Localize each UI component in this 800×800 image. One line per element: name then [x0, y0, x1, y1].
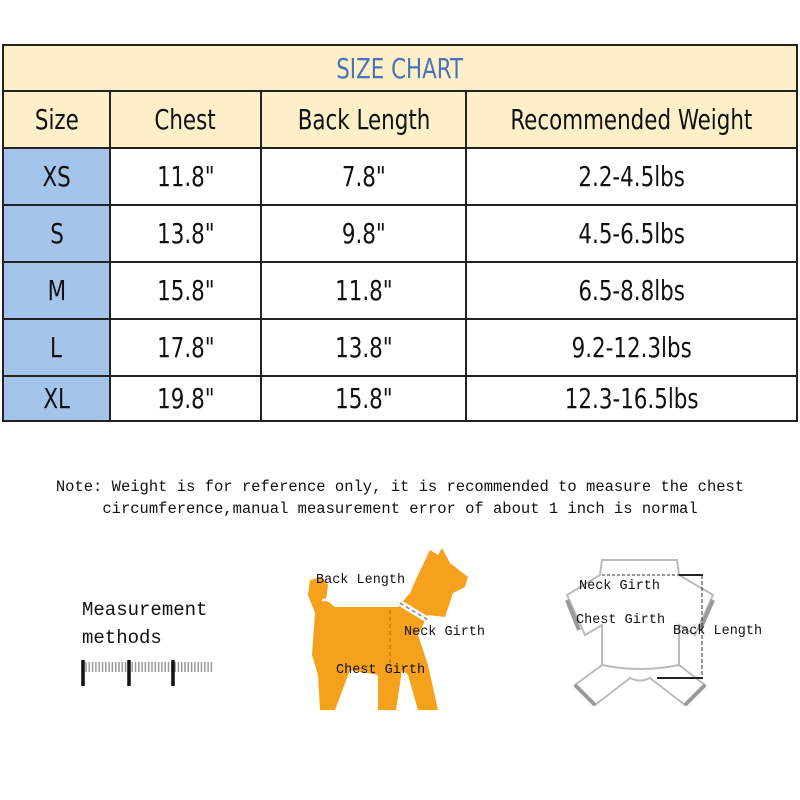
table-row: XS 11.8" 7.8" 2.2-4.5lbs: [2, 147, 798, 206]
garment-neck-girth-label: Neck Girth: [579, 579, 661, 594]
measurement-line-2: methods: [82, 627, 162, 649]
header-chest: Chest: [109, 90, 262, 149]
measurement-line-1: Measurement: [82, 599, 208, 621]
cell-back-length: 15.8": [260, 375, 467, 422]
cell-size: S: [2, 204, 111, 263]
cell-back-length: 13.8": [260, 318, 467, 377]
cell-size: M: [2, 261, 111, 320]
cell-weight: 6.5-8.8lbs: [465, 261, 798, 320]
size-chart-title: SIZE CHART: [2, 44, 798, 92]
table-row: M 15.8" 11.8" 6.5-8.8lbs: [2, 261, 798, 320]
garment-back-length-label: Back Length: [673, 624, 763, 639]
cell-weight: 9.2-12.3lbs: [465, 318, 798, 377]
cell-back-length: 9.8": [260, 204, 467, 263]
cell-weight: 12.3-16.5lbs: [465, 375, 798, 422]
note-text: Note: Weight is for reference only, it i…: [0, 476, 800, 520]
cell-size: XL: [2, 375, 111, 422]
cell-size: XS: [2, 147, 111, 206]
measurement-methods-label: Measurement methods: [82, 596, 207, 652]
cell-chest: 17.8": [109, 318, 262, 377]
garment-chest-girth-label: Chest Girth: [576, 613, 666, 628]
cell-chest: 15.8": [109, 261, 262, 320]
header-weight: Recommended Weight: [465, 90, 798, 149]
dog-illustration: [308, 548, 468, 710]
dog-neck-girth-label: Neck Girth: [404, 625, 486, 640]
note-line-2: circumference,manual measurement error o…: [102, 500, 698, 518]
table-row: XL 19.8" 15.8" 12.3-16.5lbs: [2, 375, 798, 422]
cell-chest: 11.8": [109, 147, 262, 206]
ruler-icon: [81, 660, 213, 686]
cell-back-length: 7.8": [260, 147, 467, 206]
dog-back-length-label: Back Length: [316, 573, 406, 588]
header-back-length: Back Length: [260, 90, 467, 149]
cell-weight: 4.5-6.5lbs: [465, 204, 798, 263]
cell-weight: 2.2-4.5lbs: [465, 147, 798, 206]
cell-size: L: [2, 318, 111, 377]
header-row: Size Chest Back Length Recommended Weigh…: [2, 90, 798, 149]
size-chart-table: SIZE CHART Size Chest Back Length Recomm…: [2, 44, 798, 422]
cell-back-length: 11.8": [260, 261, 467, 320]
garment-illustration: [565, 559, 715, 707]
note-line-1: Note: Weight is for reference only, it i…: [55, 478, 745, 496]
cell-chest: 19.8": [109, 375, 262, 422]
table-row: L 17.8" 13.8" 9.2-12.3lbs: [2, 318, 798, 377]
header-size: Size: [2, 90, 111, 149]
cell-chest: 13.8": [109, 204, 262, 263]
dog-chest-girth-label: Chest Girth: [336, 663, 426, 678]
table-row: S 13.8" 9.8" 4.5-6.5lbs: [2, 204, 798, 263]
